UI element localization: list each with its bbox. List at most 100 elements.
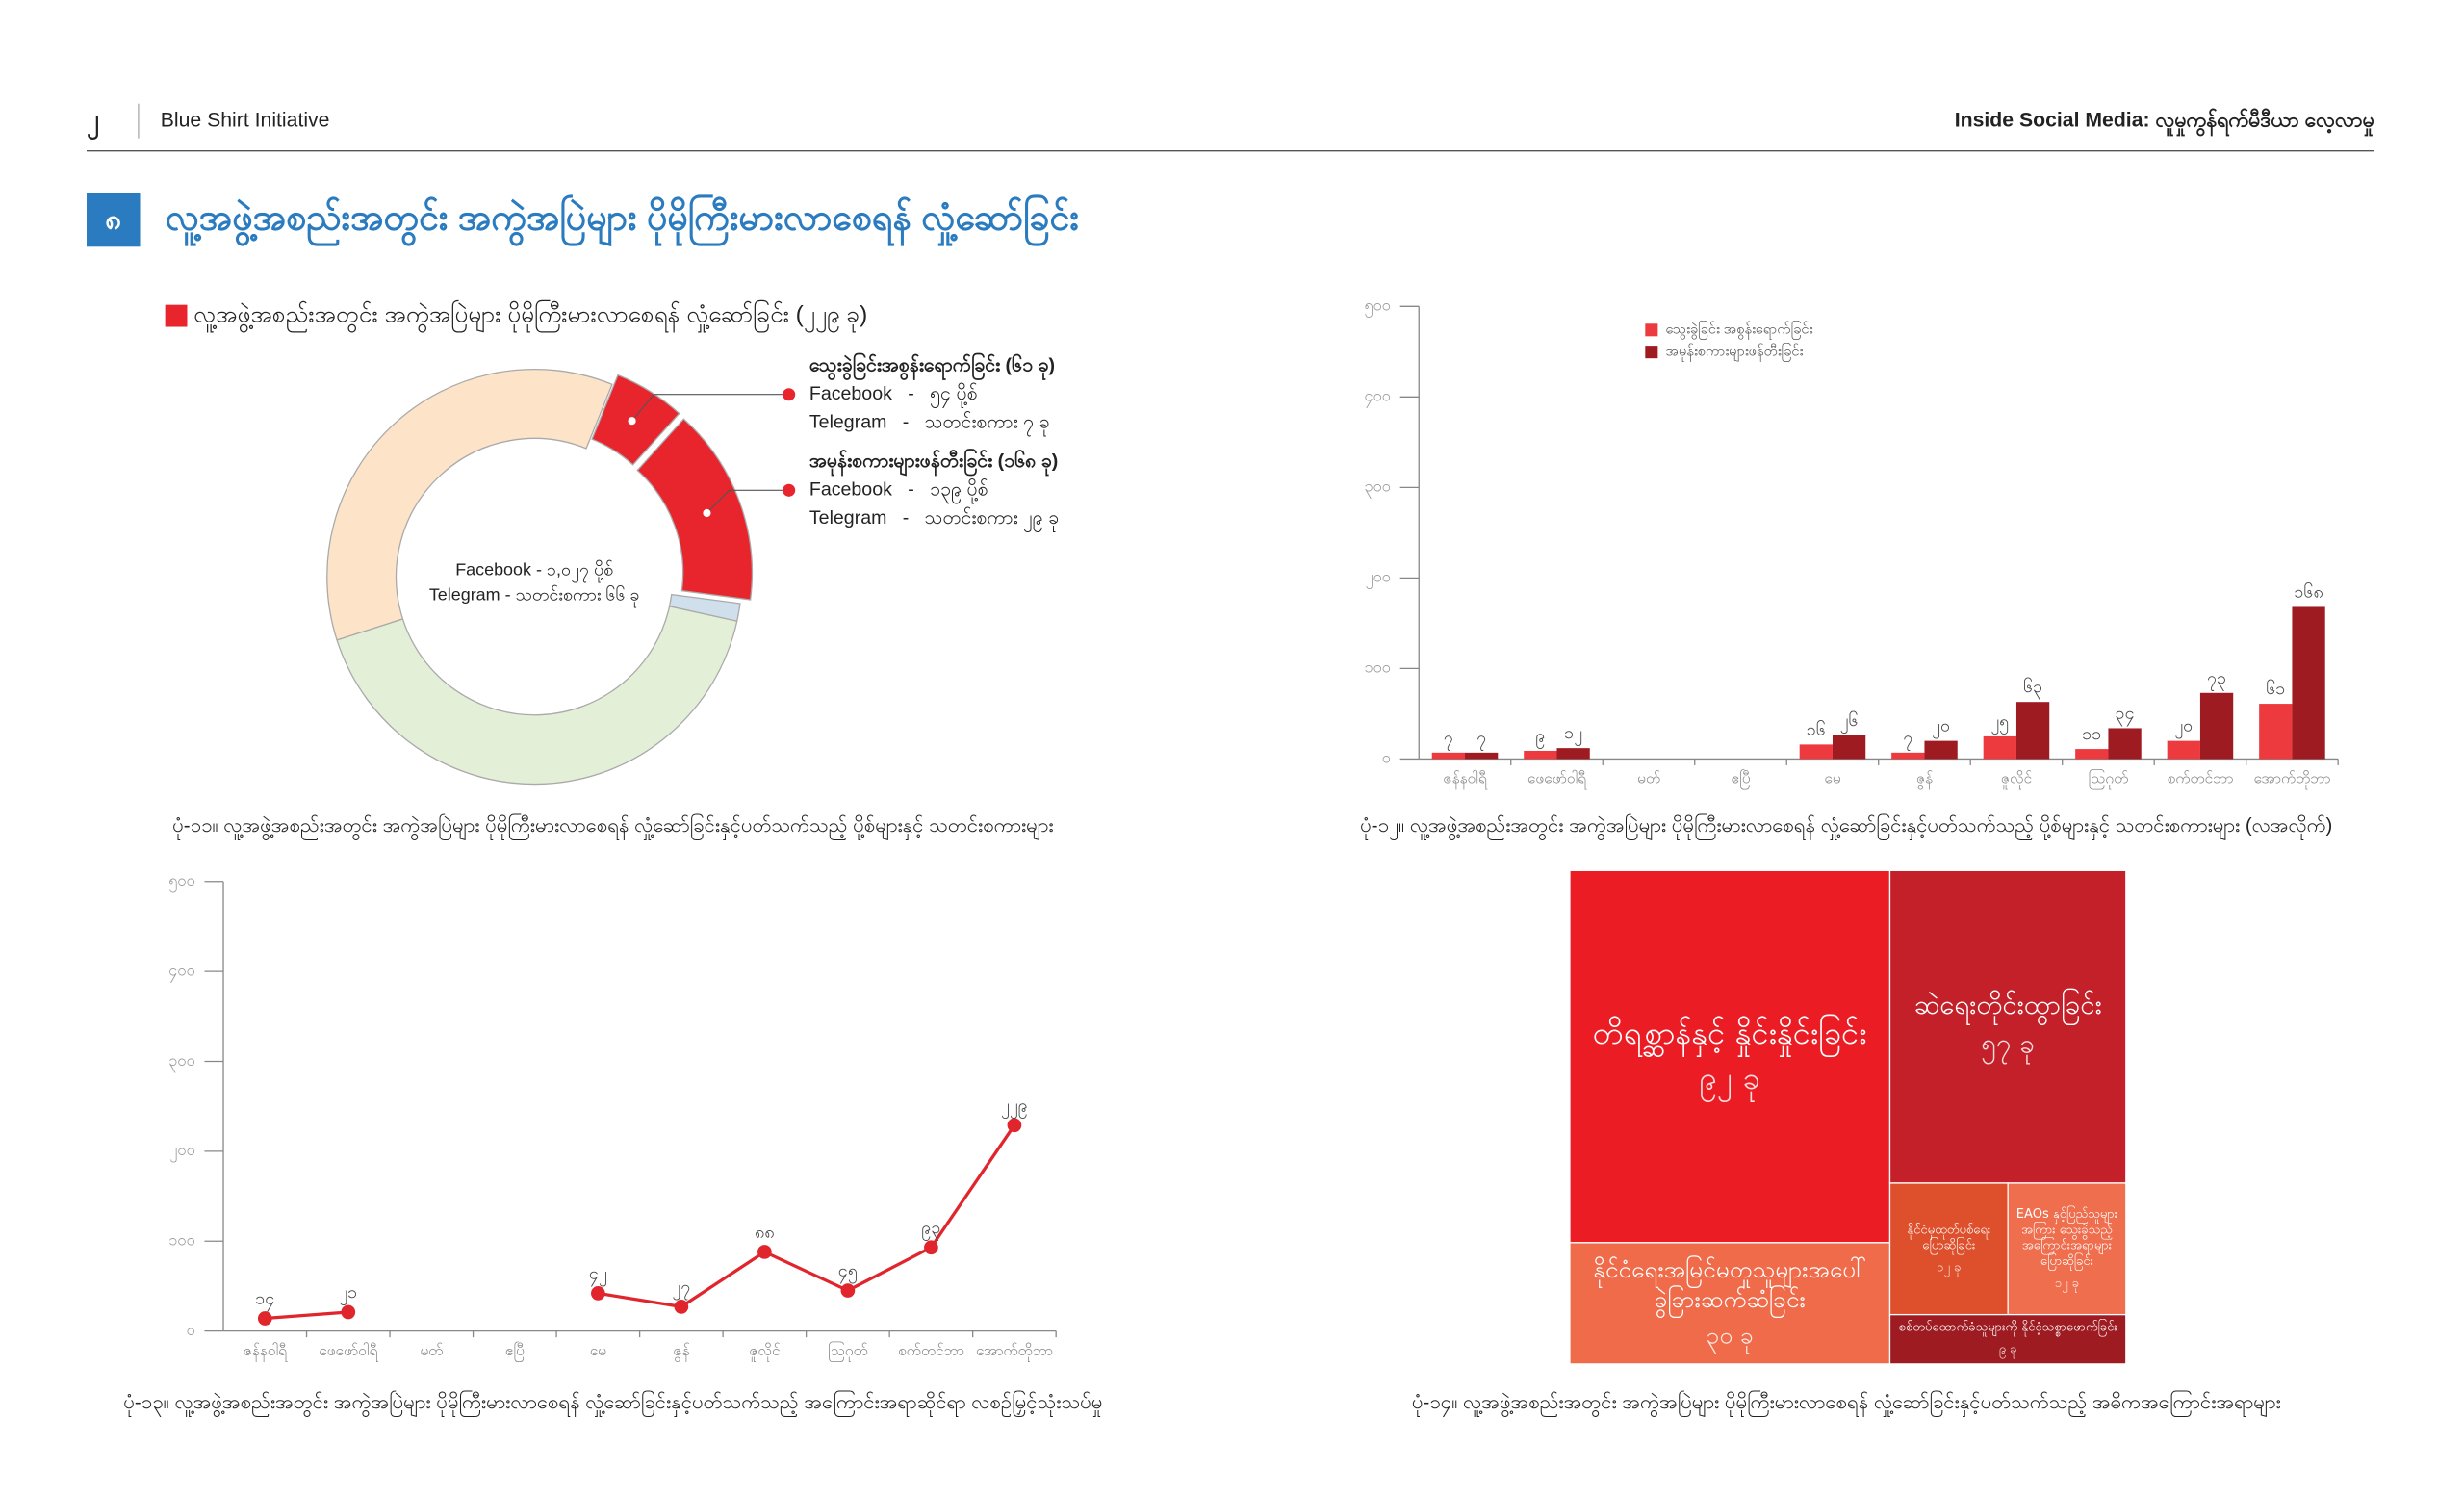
data-point <box>591 1286 605 1301</box>
legend-label: သွေးခွဲခြင်း အစွန်းရောက်ခြင်း <box>1666 320 1813 341</box>
callout-detail: Telegram - သတင်းစကား ၂၉ ခု <box>809 506 1059 532</box>
x-tick-label: ဩဂုတ် <box>828 1341 868 1362</box>
cell-name: စစ်တပ်ထောက်ခံသူများကို နိုင်ငံ့သစ္စာဖောက… <box>1898 1320 2118 1335</box>
bar <box>2199 692 2234 760</box>
callout-detail: Facebook - ၅၄ ပို့စ် <box>809 382 978 408</box>
value-label: ၄၅ <box>838 1261 858 1284</box>
bar <box>1832 735 1866 760</box>
y-tick-label: ၀ <box>186 1322 194 1339</box>
x-tick-label: အောက်တိုဘာ <box>2253 770 2330 790</box>
x-tick-label: မတ် <box>420 1342 443 1359</box>
data-point <box>840 1283 856 1298</box>
bar <box>2167 740 2200 760</box>
data-line <box>265 1123 1016 1321</box>
section-badge <box>87 193 141 247</box>
section-number: ၈ <box>105 204 121 236</box>
cell-value: ၁၂ ခု <box>1937 1259 1962 1275</box>
treemap-label: ဆဲရေးတိုင်းထွာခြင်း၅၇ ခု <box>1913 991 2101 1062</box>
publisher: Blue Shirt Initiative <box>161 109 330 131</box>
legend-swatch <box>1645 323 1658 337</box>
value-label: ၁၁ <box>2082 724 2101 743</box>
chart-title: လူ့အဖွဲ့အစည်းအတွင်း အကွဲအပြဲများ ပိုမိုက… <box>193 299 867 334</box>
value-label: ၇ <box>1444 728 1453 751</box>
figure-caption: ပုံ-၁၃။ လူ့အဖွဲ့အစည်းအတွင်း အကွဲအပြဲများ… <box>123 1390 1102 1417</box>
treemap-cell <box>1569 1242 1891 1365</box>
bar <box>2015 702 2050 760</box>
page-number: ၂ <box>87 105 99 141</box>
value-label: ၇ <box>1476 728 1486 751</box>
data-point <box>674 1300 689 1314</box>
bar <box>2108 728 2142 760</box>
treemap-text: EAOs နှင့်ပြည်သူများ အကြား သွေးခွဲသည့် အ… <box>2008 1183 2126 1315</box>
donut-slice <box>326 368 613 641</box>
cell-name: နိုင်ငံရေးအမြင်မတူသူများအပေါ် ခွဲခြားဆက်… <box>1593 1255 1867 1314</box>
figure-caption: ပုံ-၁၂။ လူ့အဖွဲ့အစည်းအတွင်း အကွဲအပြဲများ… <box>1360 813 2332 840</box>
bar <box>1524 750 1557 760</box>
x-tick-label: ဖေဖော်ဝါရီ <box>319 1342 378 1362</box>
value-label: ၆၁ <box>2266 679 2285 698</box>
treemap-cell <box>1888 1313 2127 1365</box>
value-label: ၁၄ <box>255 1289 274 1312</box>
center-text: Telegram - သတင်းစကား ၆၆ ခု <box>429 584 640 607</box>
value-label: ၆၃ <box>2023 677 2042 700</box>
treemap-text: တိရစ္ဆာန်နှင့် နှိုင်းနှိုင်းခြင်း၉၂ ခု <box>1570 870 1890 1243</box>
report-title: Inside Social Media: လူမှုကွန်ရက်မီဒီယာ … <box>1955 106 2374 137</box>
x-tick-label: ဩဂုတ် <box>2089 769 2129 790</box>
value-label: ၂၁ <box>339 1282 357 1305</box>
treemap-label: EAOs နှင့်ပြည်သူများ အကြား သွေးခွဲသည့် အ… <box>2008 1183 2126 1315</box>
cell-value: ၉၂ ခု <box>1699 1059 1760 1098</box>
data-point <box>341 1304 356 1320</box>
x-tick-label: မတ် <box>1637 770 1660 787</box>
legend-swatch <box>165 304 188 327</box>
treemap-text: နိုင်ငံရေးအမြင်မတူသူများအပေါ် ခွဲခြားဆက်… <box>1570 1243 1890 1364</box>
x-tick-label: ဧပြီ <box>1731 770 1750 790</box>
y-tick-label: ၀ <box>1382 750 1391 767</box>
x-tick-label: မေ <box>1824 771 1840 787</box>
x-tick-label: ဇွန် <box>1916 770 1934 790</box>
treemap-text: စစ်တပ်ထောက်ခံသူများကို နိုင်ငံ့သစ္စာဖောက… <box>1889 1315 2125 1364</box>
value-label: ၂၀ <box>1932 716 1950 739</box>
leader-dot <box>628 417 636 426</box>
x-tick-label: မေ <box>590 1343 606 1359</box>
callout-title: အမုန်းစကားများဖန်တီးခြင်း (၁၆၈ ခု) <box>809 448 1058 477</box>
figure-caption: ပုံ-၁၁။ လူ့အဖွဲ့အစည်းအတွင်း အကွဲအပြဲများ… <box>172 813 1054 840</box>
data-point <box>924 1240 938 1255</box>
bar <box>1891 752 1925 760</box>
x-tick-label: စက်တင်ဘာ <box>2167 770 2233 787</box>
legend-swatch <box>1645 346 1658 359</box>
y-tick-label: ၅၀၀ <box>1364 297 1391 318</box>
treemap-label: နိုင်ငံမှထုတ်ပစ်ရေး ပြောဆိုခြင်း၁၂ ခု <box>1889 1183 2008 1315</box>
y-tick-label: ၁၀၀ <box>1364 659 1391 677</box>
y-tick-label: ၂၀၀ <box>1365 569 1390 589</box>
legend-label: အမုန်းစကားများဖန်တီးခြင်း <box>1666 342 1804 363</box>
value-label: ၉၃ <box>921 1218 940 1241</box>
bar <box>2259 704 2293 760</box>
data-point <box>1007 1118 1022 1133</box>
y-tick-label: ၃၀၀ <box>1364 478 1391 499</box>
y-tick-label: ၂၀၀ <box>169 1142 194 1162</box>
treemap-label: နိုင်ငံရေးအမြင်မတူသူများအပေါ် ခွဲခြားဆက်… <box>1570 1243 1890 1364</box>
y-tick-label: ၄၀၀ <box>168 962 195 982</box>
value-label: ၃၄ <box>2115 704 2134 727</box>
y-tick-label: ၁၀၀ <box>168 1232 195 1250</box>
leader-line <box>706 489 789 514</box>
cell-value: ၁၂ ခု <box>2054 1276 2080 1290</box>
section-title: လူ့အဖွဲ့အစည်းအတွင်း အကွဲအပြဲများ ပိုမိုက… <box>166 194 1079 246</box>
callout-detail: Telegram - သတင်းစကား ၇ ခု <box>809 410 1050 436</box>
bar <box>1556 748 1590 760</box>
value-label: ၄၂ <box>589 1264 607 1287</box>
value-label: ၁၂ <box>1564 723 1582 746</box>
x-tick-label: စက်တင်ဘာ <box>898 1342 964 1359</box>
cell-name: တိရစ္ဆာန်နှင့် နှိုင်းနှိုင်းခြင်း <box>1592 1014 1867 1052</box>
x-tick-label: ဇန်နဝါရီ <box>1443 770 1488 790</box>
bar <box>2075 749 2109 760</box>
cell-value: ၉ ခု <box>1998 1342 2017 1357</box>
callout-detail: Facebook - ၁၃၉ ပို့စ် <box>809 477 988 503</box>
bar <box>1464 752 1499 760</box>
value-label: ၇၃ <box>2207 668 2226 691</box>
treemap-text: နိုင်ငံမှထုတ်ပစ်ရေး ပြောဆိုခြင်း ၁၂ ခု <box>1889 1183 2008 1315</box>
treemap-label: တိရစ္ဆာန်နှင့် နှိုင်းနှိုင်းခြင်း၉၂ ခု <box>1570 870 1890 1243</box>
x-tick-label: ဧပြီ <box>505 1342 525 1362</box>
